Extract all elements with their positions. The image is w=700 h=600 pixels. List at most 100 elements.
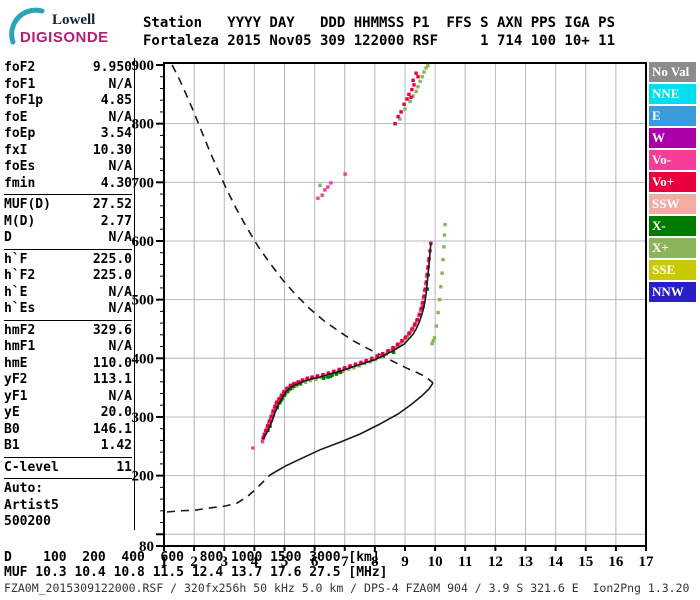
- echo-dot-Vo+: [271, 409, 275, 413]
- x-tick-label: 16: [608, 554, 624, 570]
- param-label: hmF1: [4, 339, 36, 354]
- echo-dot-Vo-: [316, 196, 320, 200]
- legend-item: X-: [649, 216, 696, 236]
- param-row: fmin 4.30: [4, 176, 132, 193]
- echo-dot-X+: [414, 89, 418, 94]
- legend-item: E: [649, 106, 696, 126]
- legend-item: SSW: [649, 194, 696, 214]
- echo-dot-Vo+: [285, 386, 289, 390]
- echo-dot-X+: [426, 63, 430, 68]
- echo-dot-Vo-: [265, 426, 269, 430]
- echo-dot-Vo+: [264, 428, 268, 433]
- param-label: h`F2: [4, 268, 36, 283]
- param-row: hmF2 329.6: [4, 323, 132, 340]
- x-tick-label: 14: [548, 554, 564, 570]
- param-value: N/A: [108, 159, 132, 174]
- param-group: foF2 9.950 foF1 N/A foF1p 4.85 foE N/A foEp 3.54 f…: [4, 60, 132, 195]
- x-tick-label: 2: [190, 554, 198, 570]
- echo-dot-X+: [441, 258, 445, 262]
- auto-line: Auto:: [4, 481, 44, 496]
- echo-dot-X-: [391, 350, 396, 355]
- param-row: foEs N/A: [4, 159, 132, 176]
- param-label: B0: [4, 421, 20, 437]
- param-label: C-level: [4, 459, 59, 475]
- echo-dot-Vo+: [419, 306, 423, 311]
- param-row: foF1p 4.85: [4, 93, 132, 110]
- panel-divider: [134, 58, 135, 530]
- series-profile-below-fmin: [166, 474, 271, 513]
- echo-dot-X+: [437, 297, 442, 302]
- echo-dot-Vo-: [268, 417, 273, 421]
- param-value: N/A: [108, 388, 132, 404]
- param-value: 20.0: [100, 405, 132, 420]
- echo-dot-Vo-: [270, 411, 275, 416]
- echo-dot-Vo-: [419, 308, 423, 312]
- param-row: yF1 N/A: [4, 389, 132, 406]
- echo-dot-X+: [402, 339, 406, 343]
- legend-item: W: [649, 128, 696, 148]
- echo-dot-Vo-: [281, 391, 285, 396]
- param-label: foF1p: [4, 93, 44, 108]
- echo-dot-X+: [416, 85, 420, 89]
- x-tick-label: 12: [488, 554, 503, 570]
- parameter-panel: foF2 9.950 foF1 N/A foF1p 4.85 foE N/A foEp 3.54 f…: [4, 60, 132, 531]
- echo-dot-X+: [440, 271, 444, 275]
- param-value: 110.0: [92, 355, 132, 371]
- muf-row: MUF 10.3 10.4 10.8 11.5 12.4 13.7 17.6 2…: [4, 564, 388, 580]
- echo-dot-Vo+: [310, 375, 314, 379]
- param-row: foE N/A: [4, 110, 132, 127]
- autoscaling-info: Auto: Artist5 500200: [4, 481, 132, 531]
- param-label: hmE: [4, 355, 28, 371]
- param-row: hmE 110.0: [4, 356, 132, 373]
- echo-dot-X+: [394, 346, 398, 350]
- echo-dot-X+: [411, 94, 415, 98]
- param-row: fxI 10.30: [4, 143, 132, 160]
- echo-dot-Vo+: [267, 419, 272, 423]
- param-label: MUF(D): [4, 197, 51, 212]
- param-row: B1 1.42: [4, 438, 132, 455]
- echo-dot-X+: [434, 324, 438, 328]
- param-value: 9.950: [92, 60, 132, 75]
- param-row: M(D) 2.77: [4, 214, 132, 231]
- echo-dot-Vo-: [421, 296, 426, 300]
- param-row: hmF1 N/A: [4, 339, 132, 356]
- echo-dot-Vo+: [275, 400, 279, 404]
- echo-dot-X-: [330, 373, 334, 377]
- echo-dot-X+: [443, 222, 447, 227]
- echo-dot-Vo+: [279, 393, 284, 397]
- echo-dot-Vo+: [421, 300, 425, 305]
- y-tick-label: 400: [132, 351, 155, 367]
- echo-dot-Vo+: [359, 360, 363, 365]
- param-value: 113.1: [92, 372, 132, 387]
- param-label: yF1: [4, 388, 28, 404]
- param-label: foEp: [4, 126, 36, 141]
- x-tick-label: 8: [371, 554, 379, 570]
- lowell-digisonde-logo: Lowell DIGISONDE: [6, 6, 136, 52]
- param-value: 225.0: [92, 251, 132, 267]
- echo-dot-Vo+: [415, 317, 420, 322]
- echo-dot-X+: [346, 367, 351, 372]
- x-tick-label: 10: [428, 554, 443, 570]
- echo-dot-Vo+: [288, 383, 293, 387]
- param-row: h`Es N/A: [4, 301, 132, 318]
- echo-dot-Vo+: [300, 378, 305, 382]
- auto-line: Artist5: [4, 497, 59, 513]
- echo-dot-Vo+: [423, 287, 427, 291]
- param-label: fxI: [4, 142, 28, 158]
- x-tick-label: 3: [221, 554, 229, 570]
- param-value: N/A: [108, 301, 132, 316]
- param-value: 27.52: [92, 197, 132, 212]
- echo-dot-Vo+: [282, 390, 286, 394]
- echo-dot-X+: [314, 377, 318, 382]
- param-value: N/A: [108, 339, 132, 354]
- echo-dot-Vo+: [305, 376, 310, 380]
- header-values: Fortaleza 2015 Nov05 309 122000 RSF 1 71…: [143, 33, 616, 49]
- echo-dot-X-: [322, 376, 326, 380]
- echo-dot-Vo+: [321, 373, 325, 377]
- echo-dot-Vo+: [429, 241, 433, 245]
- param-label: h`F: [4, 251, 28, 267]
- y-tick-label: 500: [132, 293, 155, 309]
- param-value: 1.42: [100, 438, 132, 453]
